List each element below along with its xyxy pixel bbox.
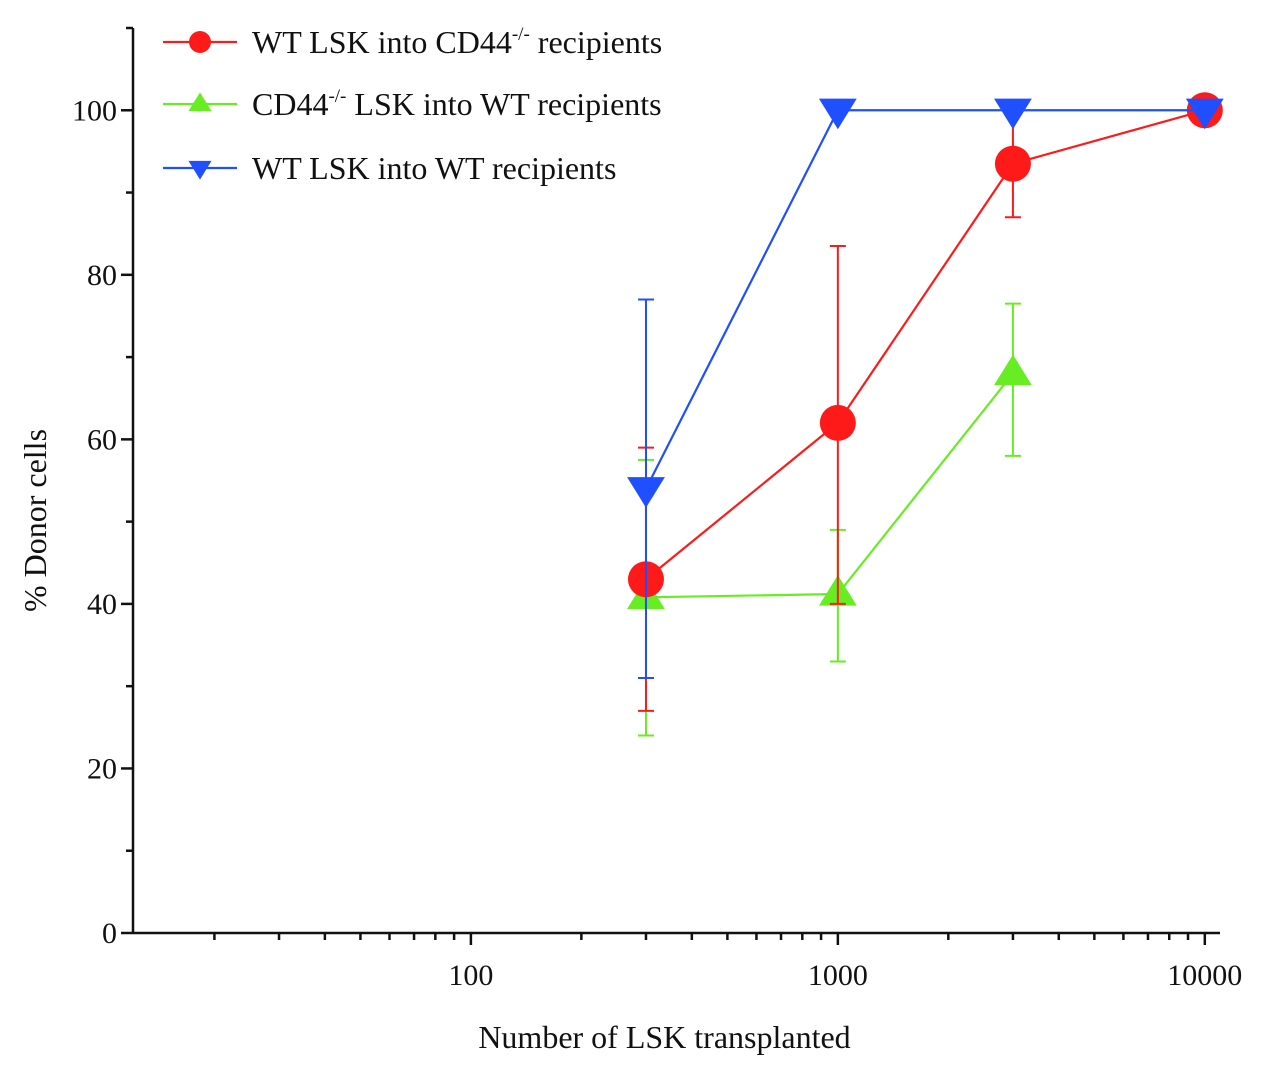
- y-tick-label: 60: [87, 423, 117, 456]
- y-tick-label: 40: [87, 588, 117, 621]
- legend-marker: [188, 92, 212, 112]
- data-point: [627, 477, 665, 508]
- data-point: [994, 98, 1032, 130]
- x-ticks: 100 1000 10000: [213, 933, 1242, 992]
- legend-label: CD44-/- LSK into WT recipients: [252, 86, 662, 122]
- x-tick-label: 1000: [808, 959, 868, 992]
- data-point: [994, 354, 1032, 386]
- y-tick-label: 0: [102, 917, 117, 950]
- x-tick-label: 10000: [1167, 959, 1242, 992]
- legend-label: WT LSK into WT recipients: [252, 150, 616, 186]
- series-layer: [627, 92, 1224, 737]
- x-tick-label: 100: [448, 959, 493, 992]
- series-triangle-down: [627, 98, 1224, 679]
- legend-entry: WT LSK into CD44-/- recipients: [163, 24, 662, 60]
- series-line: [645, 109, 1205, 490]
- data-point: [818, 98, 857, 130]
- axes: 0 20 40 60 80 100 100 1000 10000: [72, 26, 1242, 992]
- series-triangle-up: [627, 302, 1032, 737]
- data-point: [819, 404, 856, 441]
- y-tick-label: 20: [87, 752, 117, 785]
- legend-entry: WT LSK into WT recipients: [163, 150, 616, 186]
- y-axis-title: % Donor cells: [17, 429, 53, 612]
- legend-label: WT LSK into CD44-/- recipients: [252, 24, 662, 60]
- data-point: [1185, 98, 1224, 130]
- legend-marker: [188, 160, 212, 180]
- y-tick-label: 80: [87, 259, 117, 292]
- series-line: [645, 109, 1206, 581]
- data-point: [994, 145, 1031, 182]
- x-axis-title: Number of LSK transplanted: [478, 1019, 850, 1055]
- legend-marker: [189, 31, 211, 53]
- legend-entry: CD44-/- LSK into WT recipients: [163, 86, 662, 122]
- legend: WT LSK into CD44-/- recipients CD44-/- LS…: [163, 24, 662, 186]
- y-ticks: 0 20 40 60 80 100: [72, 26, 133, 950]
- series-circle: [627, 92, 1223, 712]
- y-tick-label: 100: [72, 94, 117, 127]
